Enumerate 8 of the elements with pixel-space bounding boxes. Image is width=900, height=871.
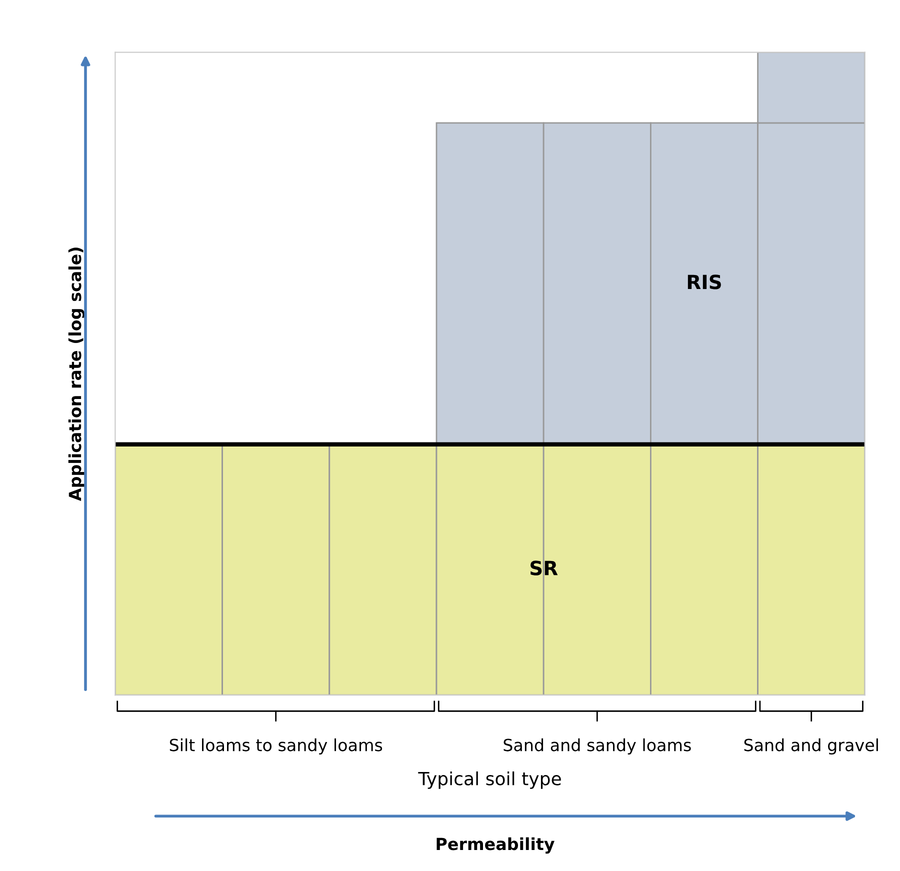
series-label: SR <box>530 560 558 576</box>
text: Permeability <box>436 837 554 854</box>
y-axis-title: Application rate (log scale) <box>68 248 85 501</box>
x-axis-title: Typical soil type <box>418 771 561 789</box>
text: Sand and gravel <box>744 738 878 755</box>
text: Sand and sandy loams <box>504 738 691 755</box>
series-label: RIS <box>688 274 721 290</box>
text: Silt loams to sandy loams <box>170 738 382 755</box>
